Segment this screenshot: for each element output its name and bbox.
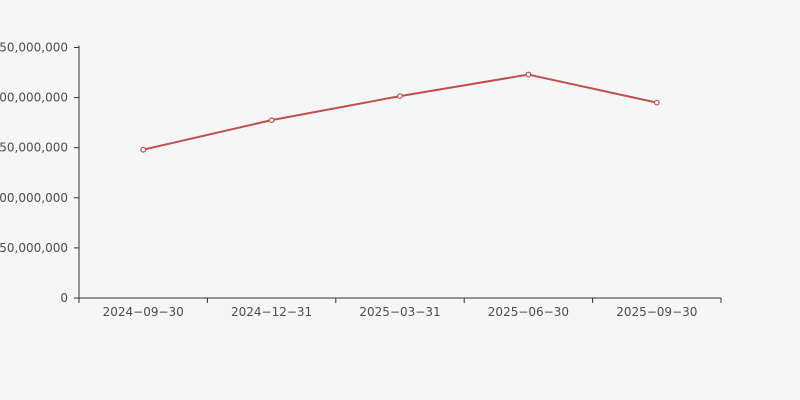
y-axis-label: 0 — [60, 291, 68, 305]
y-axis-label: 250,000,000 — [0, 41, 68, 55]
series-line — [142, 73, 658, 151]
y-axis-label: 50,000,000 — [0, 241, 68, 255]
data-point-marker[interactable] — [140, 146, 147, 153]
x-axis-label: 2024−12−31 — [231, 305, 312, 319]
data-point-marker[interactable] — [525, 71, 532, 78]
x-axis-label: 2024−09−30 — [103, 305, 184, 319]
x-axis-label: 2025−06−30 — [488, 305, 569, 319]
y-axis-label: 150,000,000 — [0, 141, 68, 155]
x-axis-label: 2025−09−30 — [616, 305, 697, 319]
data-point-marker[interactable] — [653, 99, 660, 106]
x-axis-label: 2025−03−31 — [359, 305, 440, 319]
data-point-marker[interactable] — [397, 93, 403, 99]
y-axis-label: 100,000,000 — [0, 191, 68, 205]
y-axis-label: 200,000,000 — [0, 91, 68, 105]
data-point-marker[interactable] — [268, 117, 275, 124]
